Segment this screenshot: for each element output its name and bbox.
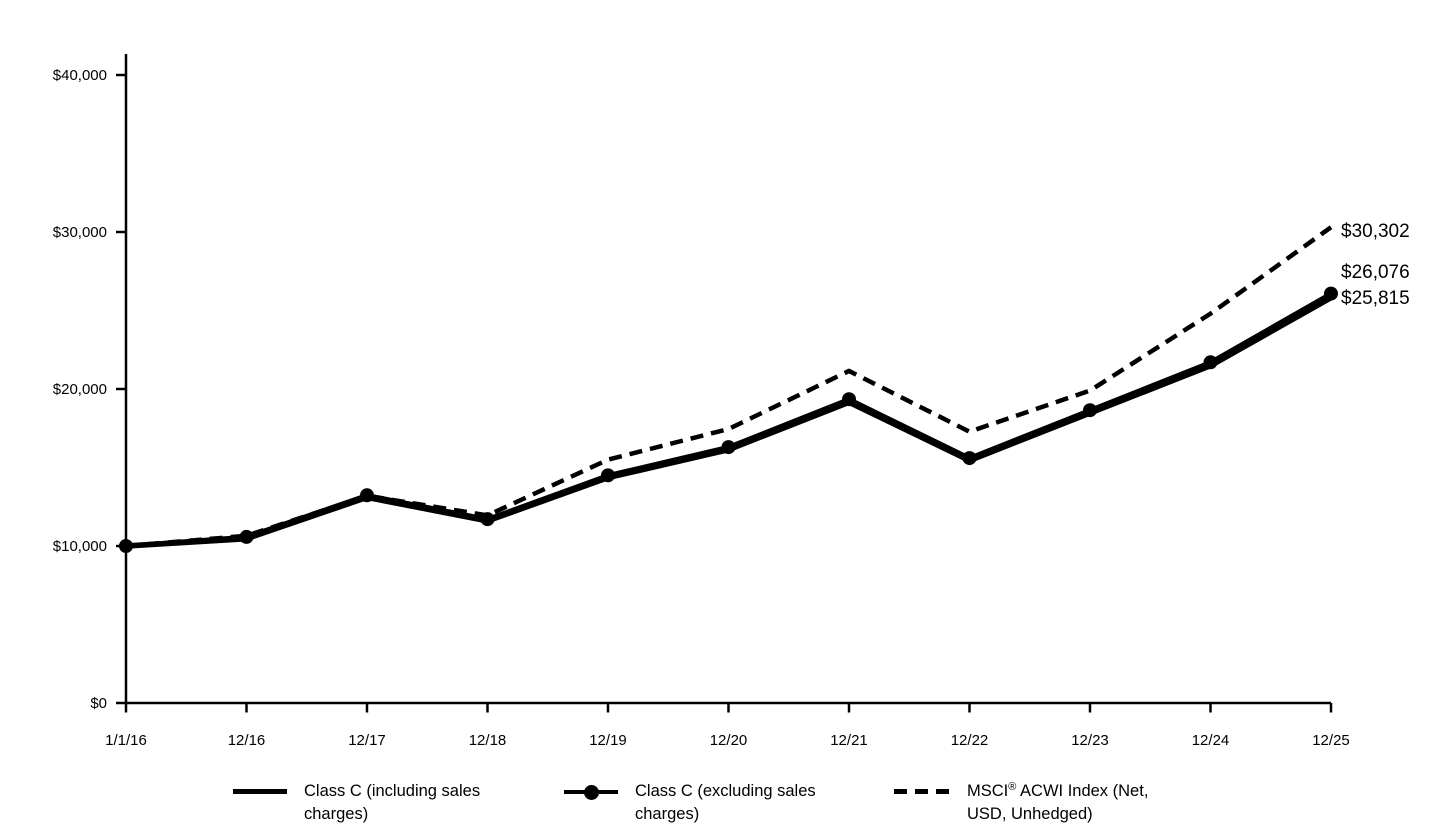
- legend-label-line1: MSCI® ACWI Index (Net,: [967, 781, 1149, 800]
- x-axis-tick-label: 12/18: [469, 732, 507, 749]
- data-point-marker: [962, 451, 977, 466]
- legend-label-line2: charges): [304, 805, 369, 823]
- y-axis-tick-label: $0: [90, 695, 107, 712]
- legend-label-line2: charges): [635, 805, 700, 823]
- x-axis-tick-label: 1/1/16: [105, 732, 147, 749]
- data-point-marker: [842, 392, 856, 407]
- series-end-value-label: $26,076: [1341, 262, 1410, 283]
- series-end-value-label: $25,815: [1341, 288, 1410, 309]
- chart-legend: Class C (including sales charges) Class …: [0, 781, 1440, 837]
- legend-label: Class C (including sales charges): [304, 781, 480, 825]
- legend-label-line1: Class C (excluding sales: [635, 782, 816, 800]
- series-line-solid-marker: [125, 291, 1333, 549]
- series-line-solid-thick: [125, 295, 1333, 549]
- solid-line-swatch-icon: [233, 789, 287, 794]
- legend-label-line2: USD, Unhedged): [967, 805, 1093, 823]
- x-axis-tick-label: 12/21: [830, 732, 868, 749]
- x-axis-tick-label: 12/25: [1312, 732, 1350, 749]
- x-axis-tick-label: 12/24: [1192, 732, 1230, 749]
- legend-swatch-wrap: [564, 781, 618, 800]
- data-point-marker: [239, 529, 254, 544]
- marker-line-swatch-icon: [564, 783, 618, 800]
- x-axis-tick-label: 12/16: [228, 732, 266, 749]
- line-chart-canvas: $0 $10,000 $20,000 $30,000 $40,000 1/1/16 12/1…: [53, 54, 1410, 749]
- legend-label: MSCI® ACWI Index (Net, USD, Unhedged): [967, 781, 1148, 825]
- legend-item-class-c-including: Class C (including sales charges): [233, 781, 480, 825]
- data-point-marker: [721, 440, 736, 455]
- dashed-line-swatch-icon: [894, 789, 950, 794]
- data-point-marker: [1324, 286, 1338, 301]
- legend-item-msci-acwi-index: MSCI® ACWI Index (Net, USD, Unhedged): [894, 781, 1148, 825]
- x-axis-tick-label: 12/19: [589, 732, 627, 749]
- legend-label-line1: Class C (including sales: [304, 782, 481, 800]
- x-axis-tick-label: 12/17: [348, 732, 386, 749]
- y-axis-tick-label: $20,000: [53, 381, 107, 398]
- legend-swatch-wrap: [894, 781, 950, 794]
- legend-item-class-c-excluding: Class C (excluding sales charges): [564, 781, 816, 825]
- legend-swatch-wrap: [233, 781, 287, 794]
- x-axis-tick-label: 12/20: [710, 732, 748, 749]
- legend-label: Class C (excluding sales charges): [635, 781, 816, 825]
- y-axis-tick-label: $10,000: [53, 538, 107, 555]
- y-axis-tick-label: $40,000: [53, 67, 107, 84]
- x-axis-tick-label: 12/23: [1071, 732, 1109, 749]
- y-axis-tick-label: $30,000: [53, 224, 107, 241]
- data-point-marker: [601, 468, 615, 483]
- x-axis-tick-label: 12/22: [951, 732, 989, 749]
- data-point-marker: [1203, 355, 1218, 370]
- series-end-value-label: $30,302: [1341, 221, 1410, 242]
- data-point-marker: [1083, 403, 1097, 418]
- legend-marker-dot-icon: [583, 784, 599, 800]
